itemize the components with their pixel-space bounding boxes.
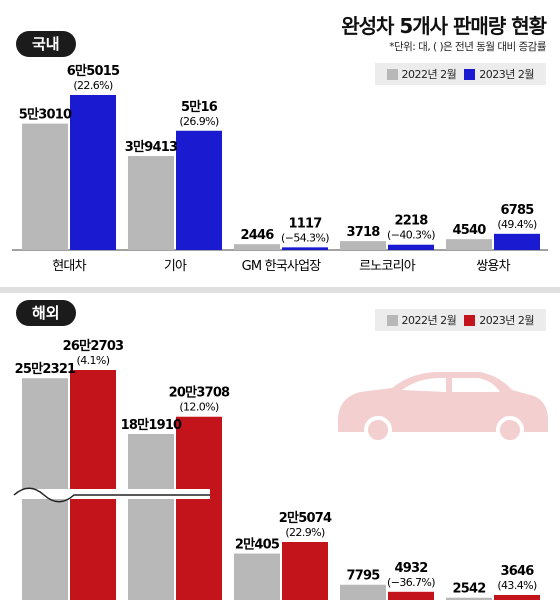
bar-overseas-2023 — [388, 591, 434, 600]
legend-item-prev-overseas: 2022년 2월 — [386, 312, 457, 328]
axis-break-mark — [13, 487, 210, 503]
value-label-overseas-2022: 2542 — [453, 582, 486, 597]
bar-domestic-2023 — [388, 244, 434, 250]
value-label-overseas-2023: 4932 — [395, 561, 428, 576]
bar-domestic-2023 — [176, 130, 222, 250]
value-label-overseas-2023: 26만2703 — [63, 338, 124, 354]
value-label-overseas-2023: 2만5074 — [279, 510, 332, 526]
bar-overseas-2022 — [446, 597, 492, 600]
value-label-domestic-2022: 3718 — [347, 225, 381, 240]
section-pill-overseas: 해외 — [16, 300, 76, 326]
legend-item-current-overseas: 2023년 2월 — [464, 312, 534, 328]
legend-item-prev: 2022년 2월 — [386, 66, 457, 82]
value-label-domestic-2022: 4540 — [453, 223, 487, 238]
legend-label-prev: 2022년 2월 — [401, 68, 457, 81]
bar-domestic-2023 — [494, 233, 540, 250]
bar-domestic-2022 — [128, 156, 174, 250]
change-label-overseas: (4.1%) — [77, 354, 110, 367]
axis-break-gap — [14, 489, 210, 499]
value-label-domestic-2022: 3만9413 — [125, 139, 178, 155]
legend-swatch-current-overseas — [464, 314, 476, 326]
bar-overseas-2023 — [494, 594, 540, 600]
category-label-domestic: 르노코리아 — [359, 259, 416, 274]
section-divider — [0, 287, 560, 293]
bar-domestic-2023 — [282, 247, 328, 250]
bar-overseas-2023 — [282, 542, 328, 600]
bar-domestic-2022 — [234, 244, 280, 250]
car-wheel-icon — [364, 416, 524, 444]
bar-overseas-2023 — [176, 416, 222, 600]
value-label-overseas-2022: 2만405 — [235, 537, 280, 553]
car-window-icon — [402, 378, 500, 392]
unit-note: *단위: 대, ( )은 전년 동월 대비 증감률 — [389, 41, 546, 53]
bar-domestic-2023 — [70, 95, 116, 250]
change-label-overseas: (43.4%) — [497, 579, 537, 592]
change-label-domestic: (49.4%) — [497, 218, 537, 231]
value-label-overseas-2022: 7795 — [347, 569, 381, 584]
value-label-overseas-2022: 18만1910 — [121, 417, 182, 433]
value-label-domestic-2022: 2446 — [241, 228, 275, 243]
legend-overseas: 2022년 2월 2023년 2월 — [374, 309, 546, 331]
legend-domestic: 2022년 2월 2023년 2월 — [374, 63, 546, 85]
legend-swatch-prev-overseas — [386, 314, 398, 326]
category-label-domestic: GM 한국사업장 — [242, 259, 322, 274]
value-label-domestic-2022: 5만3010 — [19, 107, 72, 123]
bar-overseas-2022 — [340, 584, 386, 600]
change-label-domestic: (22.6%) — [73, 79, 113, 92]
value-label-overseas-2023: 3646 — [501, 564, 535, 579]
legend-swatch-current — [464, 68, 476, 80]
chart-title: 완성차 5개사 판매량 현황 — [341, 14, 547, 38]
value-label-overseas-2023: 20만3708 — [169, 385, 230, 401]
bar-overseas-2023 — [70, 370, 116, 600]
change-label-overseas: (22.9%) — [285, 526, 325, 539]
change-label-domestic: (−40.3%) — [387, 229, 435, 242]
change-label-domestic: (−54.3%) — [281, 231, 329, 244]
value-label-domestic-2023: 6만5015 — [67, 63, 120, 79]
category-label-domestic: 현대차 — [52, 259, 86, 274]
category-label-domestic: 쌍용차 — [476, 259, 510, 274]
value-label-domestic-2023: 6785 — [501, 203, 535, 218]
legend-label-current: 2023년 2월 — [479, 68, 534, 81]
section-pill-domestic: 국내 — [16, 31, 76, 57]
value-label-overseas-2022: 25만2321 — [15, 361, 76, 377]
bar-overseas-2022 — [128, 434, 174, 600]
bar-overseas-2022 — [234, 553, 280, 600]
change-label-domestic: (26.9%) — [179, 115, 219, 128]
value-label-domestic-2023: 1117 — [289, 216, 323, 231]
value-label-domestic-2023: 5만16 — [181, 99, 218, 115]
bar-domestic-2022 — [340, 241, 386, 250]
bar-domestic-2022 — [446, 239, 492, 250]
legend-item-current: 2023년 2월 — [464, 66, 534, 82]
category-label-domestic: 기아 — [164, 259, 187, 274]
change-label-overseas: (12.0%) — [179, 401, 219, 414]
bar-domestic-2022 — [22, 123, 68, 250]
legend-label-prev-overseas: 2022년 2월 — [401, 314, 457, 327]
change-label-overseas: (−36.7%) — [387, 576, 435, 589]
legend-label-current-overseas: 2023년 2월 — [479, 314, 534, 327]
legend-swatch-prev — [386, 68, 398, 80]
value-label-domestic-2023: 2218 — [395, 214, 429, 229]
